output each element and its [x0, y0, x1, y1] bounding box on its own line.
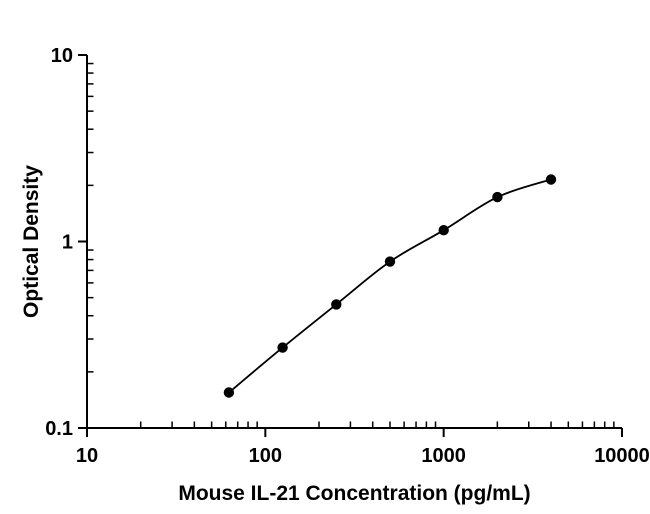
data-point-marker [545, 174, 557, 185]
y-tick-label: 0.1 [45, 418, 73, 440]
data-point-marker [223, 387, 235, 398]
x-tick-label: 100 [249, 445, 282, 467]
y-tick-label: 10 [51, 45, 73, 67]
x-tick-label: 10000 [594, 445, 650, 467]
x-tick-label: 10 [76, 445, 98, 467]
y-axis-title: Optical Density [20, 165, 43, 318]
data-point-marker [384, 256, 396, 267]
major-ticks [78, 54, 623, 437]
standard-curve-line [228, 178, 552, 394]
tick-labels: 10 100 1000 10000 0.1 1 10 [45, 45, 650, 467]
axis-lines [86, 55, 622, 429]
x-axis-title: Mouse IL-21 Concentration (pg/mL) [178, 482, 530, 505]
y-tick-label: 1 [62, 232, 73, 254]
data-points [223, 174, 557, 398]
data-point-marker [277, 342, 288, 353]
minor-ticks [87, 62, 615, 428]
data-point-marker [331, 299, 342, 310]
data-point-marker [438, 225, 449, 236]
x-tick-label: 1000 [421, 445, 466, 467]
data-point-marker [492, 191, 503, 203]
